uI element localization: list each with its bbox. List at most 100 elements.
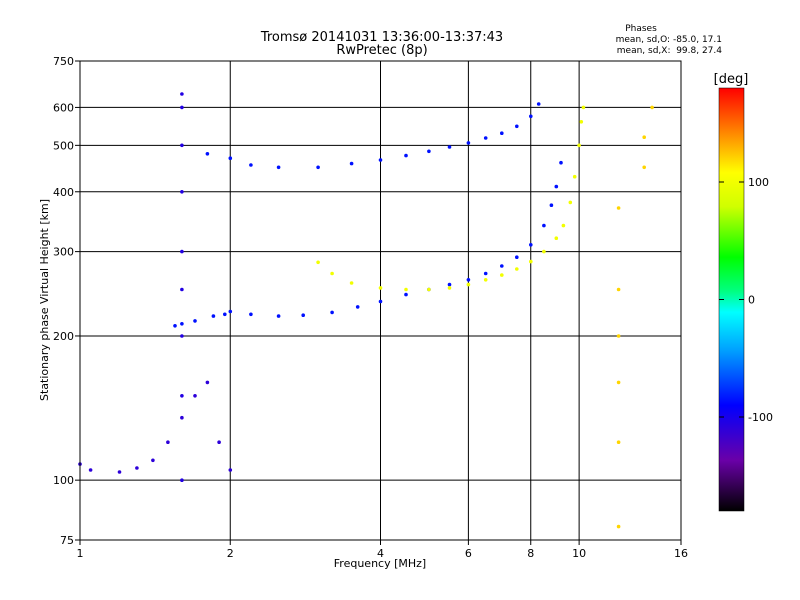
y-tick-label: 500 — [53, 139, 74, 152]
data-point — [228, 468, 233, 472]
data-point — [529, 243, 533, 247]
data-point — [151, 458, 155, 463]
data-point — [228, 156, 233, 160]
y-tick-label: 300 — [53, 246, 74, 259]
data-point — [378, 286, 383, 290]
y-tick-label: 75 — [60, 534, 74, 547]
data-point — [217, 440, 221, 445]
data-point — [316, 260, 320, 265]
data-point — [355, 305, 360, 309]
y-axis: 75 100 200 300 400 500 600 750 — [53, 55, 80, 547]
y-axis-label: Stationary phase Virtual Height [km] — [38, 199, 51, 401]
data-point — [616, 380, 621, 385]
x-tick-label: 16 — [674, 547, 688, 560]
data-point — [483, 136, 488, 140]
data-point — [205, 152, 210, 156]
data-point — [577, 143, 581, 148]
data-point — [447, 282, 452, 287]
x-tick-label: 10 — [572, 547, 586, 560]
data-point — [180, 287, 184, 292]
data-point — [466, 282, 471, 287]
data-point — [536, 102, 541, 106]
data-point — [650, 105, 654, 110]
x-tick-label: 2 — [227, 547, 234, 560]
data-point — [515, 124, 519, 129]
data-point — [427, 149, 431, 154]
colorbar-tick-label: 0 — [748, 294, 755, 307]
y-tick-label: 600 — [53, 101, 74, 114]
data-point — [180, 478, 184, 483]
data-point — [447, 286, 452, 290]
data-point — [542, 223, 546, 228]
data-point — [180, 190, 184, 194]
series-4 — [180, 92, 184, 483]
data-point — [180, 415, 184, 420]
data-point — [616, 440, 621, 445]
data-point — [228, 309, 233, 314]
data-point — [180, 322, 184, 326]
y-tick-label: 200 — [53, 330, 74, 343]
data-point — [180, 334, 184, 338]
data-point — [117, 470, 122, 474]
data-point — [330, 310, 334, 315]
data-points — [78, 92, 654, 529]
series-1 — [316, 105, 586, 292]
data-point — [276, 314, 281, 318]
colorbar: [deg] -100 0 100 — [714, 72, 773, 512]
data-point — [500, 273, 504, 277]
data-point — [515, 255, 519, 259]
chart-subtitle: RwPretec (8p) — [336, 43, 427, 58]
data-point — [211, 314, 216, 318]
phases-x-stats: mean, sd,X: 99.8, 27.4 — [617, 46, 723, 56]
data-point — [316, 165, 320, 170]
data-point — [616, 524, 621, 529]
data-point — [193, 319, 197, 323]
x-tick-label: 6 — [465, 547, 472, 560]
data-point — [180, 92, 184, 96]
data-point — [572, 174, 577, 179]
colorbar-ticks: -100 0 100 — [719, 176, 773, 424]
data-point — [515, 267, 519, 271]
data-point — [223, 312, 227, 317]
x-axis-label: Frequency [MHz] — [334, 557, 426, 570]
data-point — [180, 249, 184, 254]
colorbar-label: [deg] — [714, 72, 749, 87]
data-point — [554, 184, 559, 189]
data-point — [180, 105, 184, 110]
data-point — [616, 334, 621, 338]
data-point — [549, 203, 554, 207]
series-2 — [205, 102, 541, 170]
series-3 — [78, 380, 233, 474]
data-point — [193, 394, 197, 398]
data-point — [616, 287, 621, 292]
data-point — [642, 165, 646, 170]
data-point — [301, 313, 306, 318]
data-point — [581, 105, 586, 110]
data-point — [559, 160, 563, 165]
data-point — [180, 143, 184, 148]
phases-heading: Phases — [625, 24, 657, 34]
data-point — [249, 312, 253, 317]
data-point — [378, 158, 383, 162]
chart-title: Tromsø 20141031 13:36:00-13:37:43 — [260, 30, 503, 45]
data-point — [529, 259, 533, 264]
data-point — [404, 292, 408, 297]
data-point — [427, 287, 431, 292]
data-point — [249, 163, 253, 167]
data-point — [276, 165, 281, 170]
data-point — [88, 468, 93, 472]
colorbar-tick-label: 100 — [748, 176, 769, 189]
data-point — [330, 271, 334, 276]
y-tick-label: 100 — [53, 474, 74, 487]
data-point — [466, 278, 471, 282]
data-point — [447, 145, 452, 149]
data-point — [616, 206, 621, 210]
data-point — [466, 141, 471, 145]
x-axis: 1 2 4 6 8 10 16 — [77, 540, 688, 560]
x-tick-label: 1 — [77, 547, 84, 560]
data-point — [135, 466, 139, 470]
data-point — [642, 135, 646, 139]
data-point — [568, 200, 573, 205]
data-point — [483, 271, 488, 276]
data-point — [542, 249, 546, 254]
